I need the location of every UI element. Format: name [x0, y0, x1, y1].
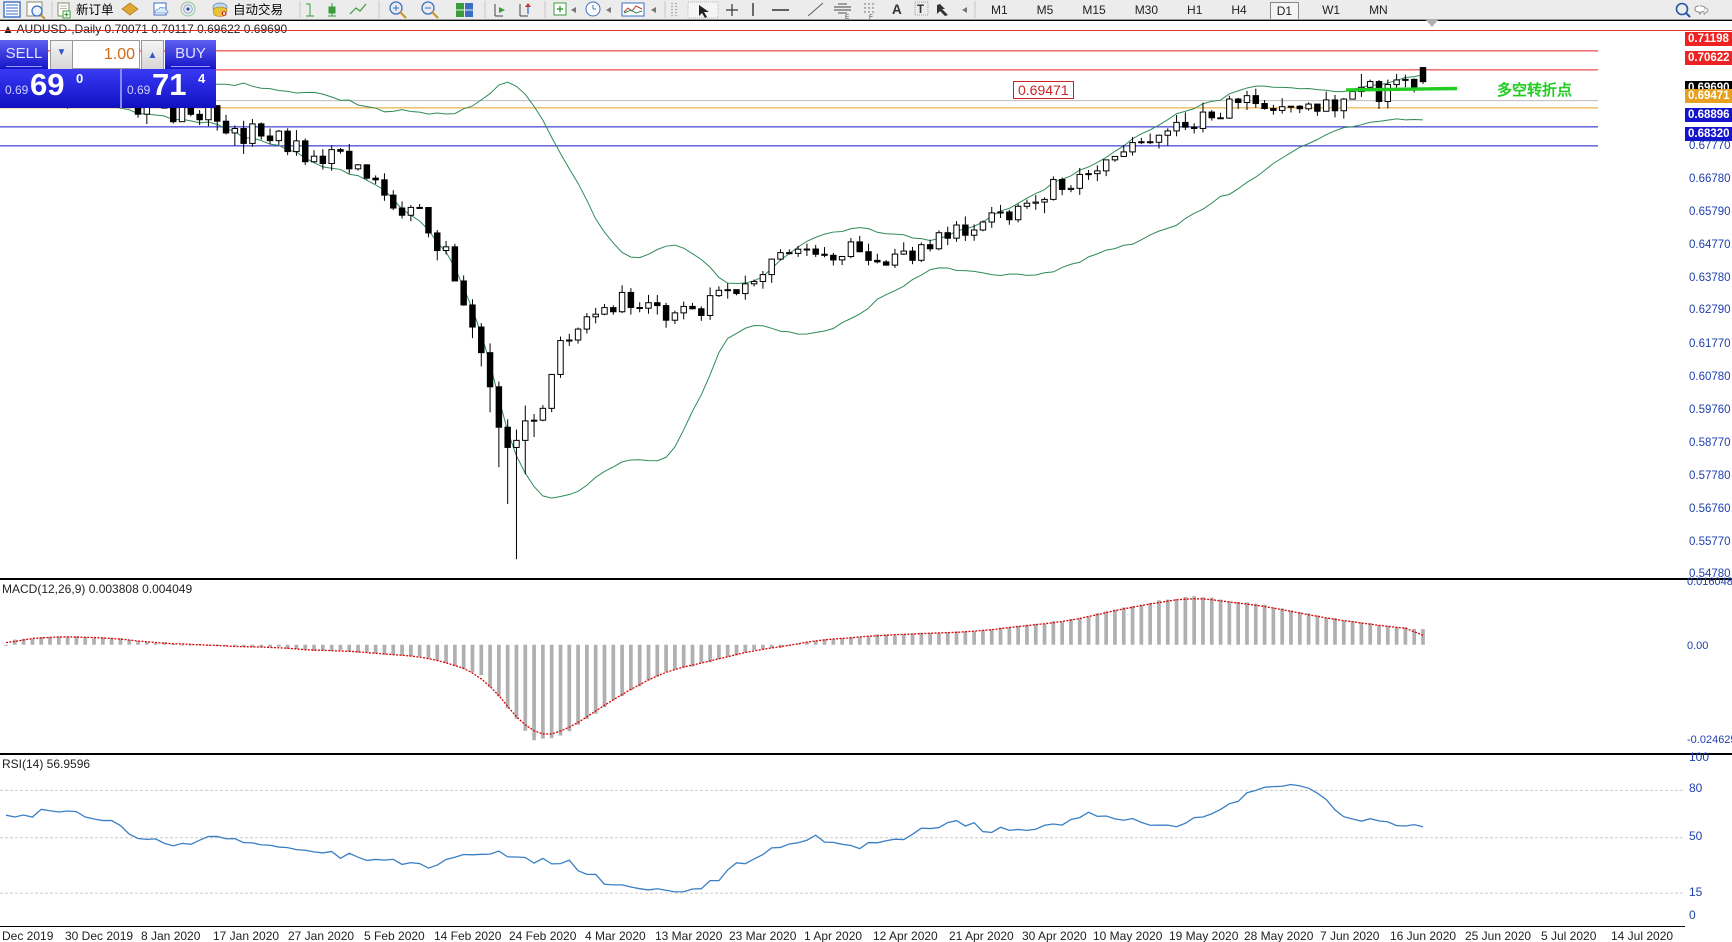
svg-text:A: A	[892, 2, 902, 17]
svg-text:新订单: 新订单	[76, 2, 114, 17]
svg-text:T: T	[917, 4, 924, 16]
svg-text:自动交易: 自动交易	[233, 2, 283, 17]
svg-text:E: E	[845, 14, 850, 19]
svg-text:F: F	[869, 14, 873, 19]
